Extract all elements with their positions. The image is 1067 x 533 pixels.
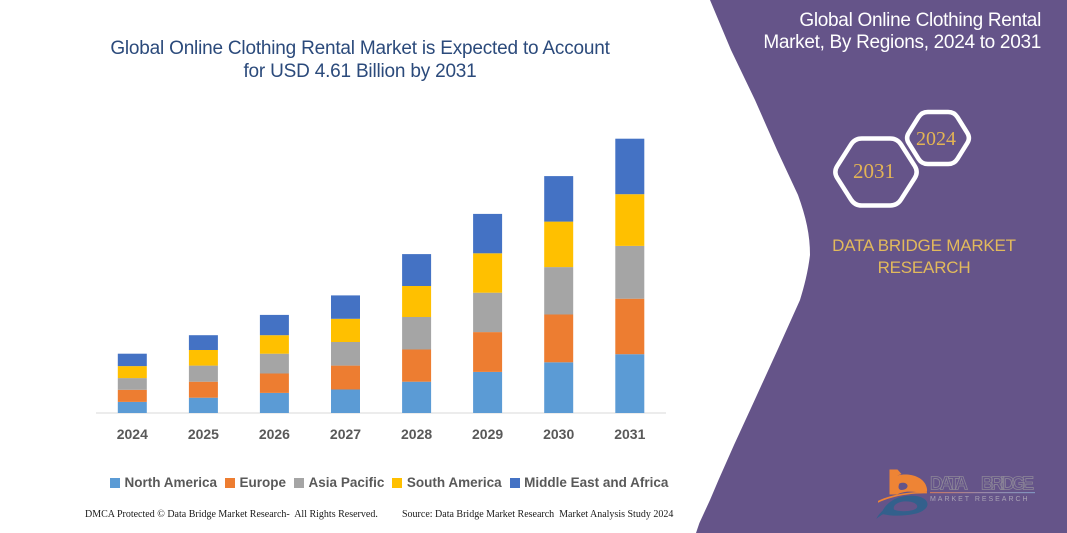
svg-text:2031: 2031 xyxy=(853,159,895,183)
svg-text:DATA: DATA xyxy=(930,474,968,494)
svg-text:MARKET RESEARCH: MARKET RESEARCH xyxy=(930,496,1030,503)
svg-text:BRIDGE: BRIDGE xyxy=(981,474,1034,494)
svg-text:2024: 2024 xyxy=(916,128,956,150)
